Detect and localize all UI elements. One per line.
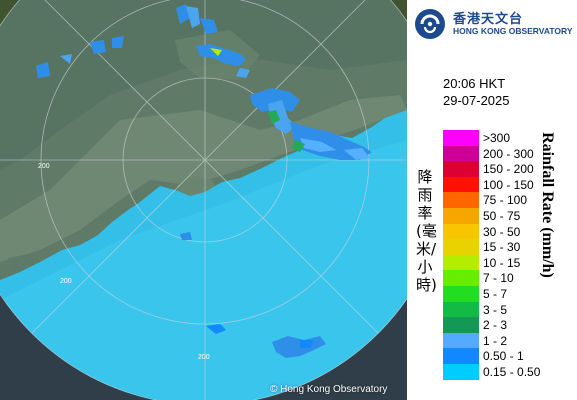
legend-range-label: 0.50 - 1 [483,349,524,364]
legend-swatch [443,176,479,193]
legend-range-label: 30 - 50 [483,224,521,239]
legend-range-label: 7 - 10 [483,271,514,286]
legend-swatch [443,223,479,240]
legend-range-label: 150 - 200 [483,162,534,177]
legend-swatch [443,130,479,146]
legend-range-label: 10 - 15 [483,255,521,270]
hko-logo: 香港天文台 HONG KONG OBSERVATORY [413,6,573,42]
legend-range-label: 3 - 5 [483,302,508,317]
legend-swatch [443,207,479,224]
legend-range-label: 15 - 30 [483,240,521,255]
org-name-zh: 香港天文台 [453,12,524,27]
legend-swatch [443,270,479,286]
legend-range-label: 100 - 150 [483,177,534,192]
legend-swatch [443,301,479,318]
legend-range-label: 200 - 300 [483,146,534,161]
copyright-credit: © Hong Kong Observatory [270,384,388,395]
legend-title-en: Rainfall Rate (mm/h) [539,132,556,278]
radar-date: 29-07-2025 [443,93,510,108]
ring-label: 200 [60,278,72,285]
legend-swatch [443,317,479,333]
org-name-en: HONG KONG OBSERVATORY [453,26,573,36]
hko-emblem-icon [415,9,445,39]
legend-swatch [443,348,479,364]
legend-panel [407,0,577,400]
legend-swatch [443,254,479,271]
legend-range-label: 2 - 3 [483,318,508,333]
ring-label: 200 [38,163,50,170]
legend-range-label: 1 - 2 [483,333,508,348]
legend-range-label: 50 - 75 [483,208,521,223]
legend-title-zh: 降雨率(毫米/小時) [416,168,437,294]
legend-swatch [443,161,479,177]
ring-label: 200 [198,354,210,361]
legend-swatch [443,363,479,380]
legend-swatch [443,192,479,208]
radar-time: 20:06 HKT [443,76,506,91]
legend-swatch [443,285,479,302]
legend-range-label: >300 [483,131,511,145]
radar-map: 200 200 200 © Hong Kong O [0,0,407,400]
legend-range-label: 5 - 7 [483,286,508,301]
legend-swatch [443,239,479,255]
legend-swatch [443,145,479,162]
legend-swatch [443,332,479,349]
legend-range-label: 0.15 - 0.50 [483,364,541,379]
legend-range-label: 75 - 100 [483,193,528,208]
